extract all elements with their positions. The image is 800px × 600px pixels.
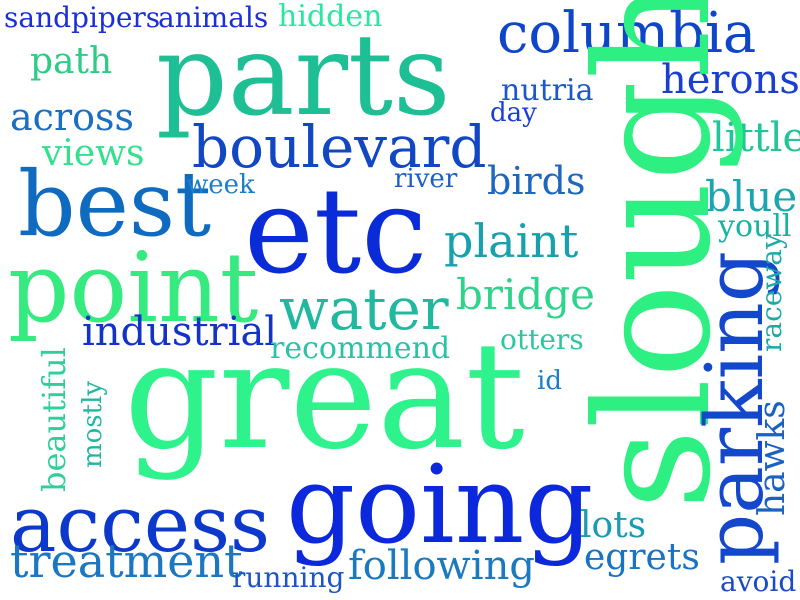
word-animals: animals: [158, 1, 269, 34]
word-id: id: [537, 366, 562, 396]
word-hidden: hidden: [278, 0, 383, 34]
word-hawks: hawks: [752, 400, 793, 516]
word-water: water: [279, 275, 449, 343]
word-otters: otters: [500, 323, 584, 356]
word-beautiful: beautiful: [35, 347, 73, 492]
word-day: day: [490, 98, 537, 128]
word-access: access: [10, 480, 271, 570]
word-bridge: bridge: [456, 270, 596, 319]
word-nutria: nutria: [501, 73, 594, 108]
word-herons: herons: [661, 57, 800, 103]
word-point: point: [8, 232, 259, 344]
word-columbia: columbia: [497, 1, 757, 66]
word-following: following: [348, 543, 535, 589]
word-running: running: [232, 561, 345, 594]
word-great: great: [124, 310, 525, 482]
word-sandpipers: sandpipers: [4, 1, 161, 34]
word-mostly: mostly: [78, 380, 108, 468]
word-plaint: plaint: [444, 214, 579, 268]
word-little: little: [712, 115, 800, 161]
word-etc: etc: [244, 162, 428, 300]
word-egrets: egrets: [584, 537, 700, 578]
word-treatment: treatment: [10, 534, 243, 588]
word-path: path: [30, 41, 113, 82]
word-views: views: [42, 133, 145, 174]
word-youll: youll: [718, 209, 792, 244]
word-going: going: [286, 443, 594, 568]
word-across: across: [10, 95, 134, 139]
word-parts: parts: [156, 11, 451, 141]
word-boulevard: boulevard: [192, 113, 487, 181]
word-blue: blue: [705, 172, 798, 221]
word-week: week: [186, 170, 255, 200]
word-lots: lots: [580, 505, 647, 546]
word-raceway: raceway: [755, 233, 788, 352]
word-birds: birds: [487, 159, 586, 203]
word-river: river: [394, 164, 458, 194]
word-industrial: industrial: [82, 309, 278, 355]
word-avoid: avoid: [720, 565, 797, 598]
word-best: best: [18, 152, 212, 257]
word-recommend: recommend: [270, 331, 451, 366]
